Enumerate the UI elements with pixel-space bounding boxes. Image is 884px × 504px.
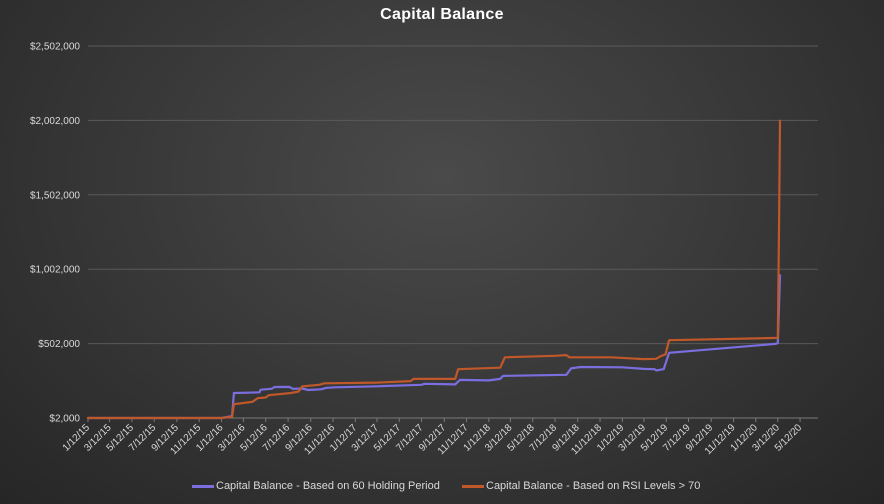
legend-item-rsi-levels: Capital Balance - Based on RSI Levels > …: [462, 480, 700, 492]
y-tick-label: $502,000: [38, 339, 80, 350]
legend-swatch-rsi-levels: [462, 484, 484, 488]
legend-label-holding-period: Capital Balance - Based on 60 Holding Pe…: [216, 480, 440, 492]
y-tick-label: $2,002,000: [30, 116, 80, 127]
y-tick-label: $2,502,000: [30, 42, 80, 53]
chart-title: Capital Balance: [380, 6, 504, 23]
y-tick-label: $1,502,000: [30, 190, 80, 201]
y-tick-label: $2,000: [49, 414, 80, 425]
y-tick-label: $1,002,000: [30, 265, 80, 276]
series-line-holding-period: [86, 274, 782, 420]
series-line-rsi-levels: [86, 119, 782, 420]
legend-label-rsi-levels: Capital Balance - Based on RSI Levels > …: [486, 480, 701, 492]
legend-swatch-holding-period: [192, 484, 214, 488]
legend-item-holding-period: Capital Balance - Based on 60 Holding Pe…: [192, 480, 440, 492]
legend: Capital Balance - Based on 60 Holding Pe…: [0, 480, 884, 498]
